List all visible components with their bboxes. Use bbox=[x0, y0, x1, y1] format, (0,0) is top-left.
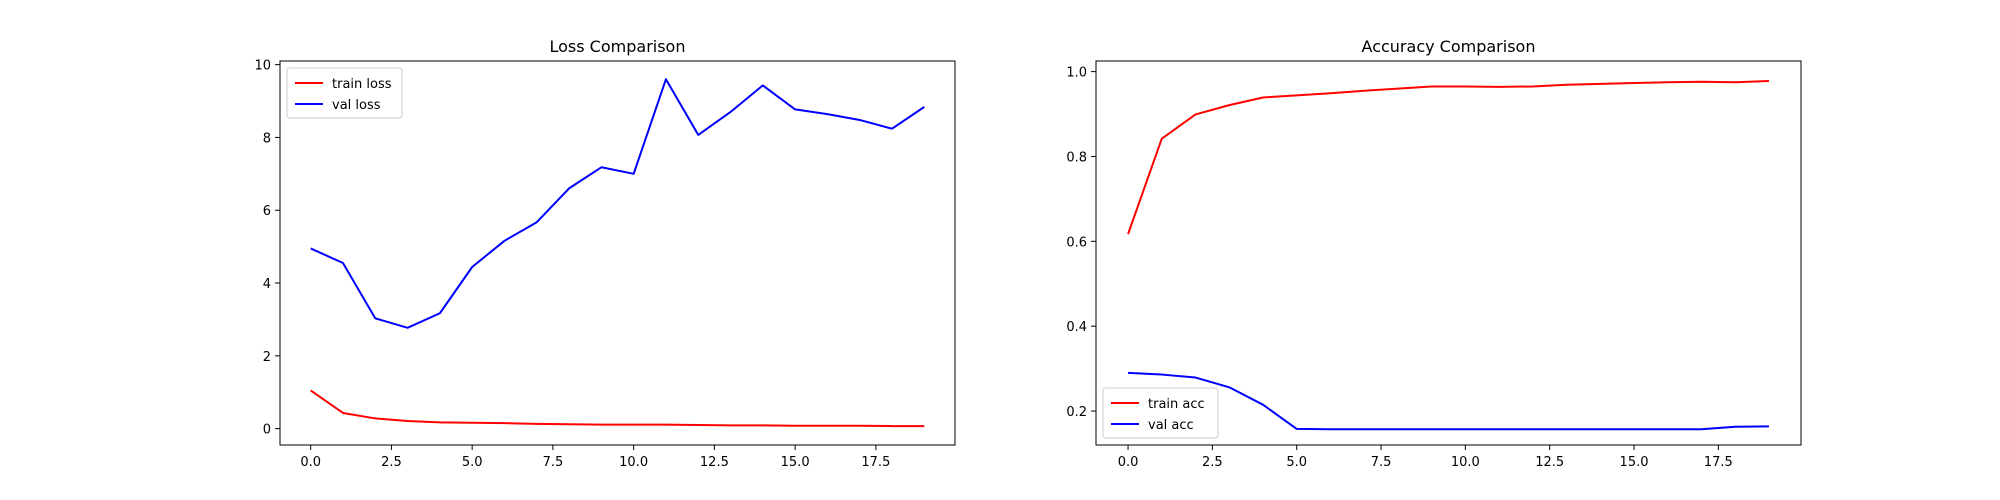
loss-x-tick-label: 7.5 bbox=[543, 455, 564, 470]
loss-y-tick-label: 2 bbox=[263, 350, 271, 365]
loss-x-tick-label: 17.5 bbox=[861, 455, 890, 470]
accuracy-x-tick-label: 15.0 bbox=[1620, 455, 1649, 470]
loss-y-tick-label: 10 bbox=[254, 59, 271, 74]
loss-comparison-chart: Loss Comparison 0.0 2.5 5.0 7.5 10.0 12.5 15.0… bbox=[254, 37, 956, 470]
accuracy-legend-box bbox=[1102, 387, 1219, 439]
accuracy-chart-title: Accuracy Comparison bbox=[1362, 37, 1536, 56]
accuracy-series-line-train-acc bbox=[1127, 79, 1769, 235]
loss-legend-label: train loss bbox=[332, 77, 392, 92]
loss-y-tick-label: 0 bbox=[263, 423, 271, 438]
loss-chart-title: Loss Comparison bbox=[550, 37, 686, 56]
accuracy-y-tick-label: 0.6 bbox=[1066, 235, 1087, 250]
accuracy-x-tick-label: 7.5 bbox=[1371, 455, 1392, 470]
loss-y-tick-label: 4 bbox=[263, 277, 271, 292]
accuracy-legend-label: val acc bbox=[1148, 418, 1194, 433]
accuracy-x-tick-label: 5.0 bbox=[1286, 455, 1307, 470]
loss-series-line-train-loss bbox=[310, 389, 925, 428]
loss-x-tick-label: 15.0 bbox=[781, 455, 810, 470]
accuracy-legend: train acc val acc bbox=[1102, 387, 1219, 439]
accuracy-x-tick-label: 17.5 bbox=[1704, 455, 1733, 470]
loss-x-tick-label: 2.5 bbox=[381, 455, 402, 470]
accuracy-y-tick-label: 0.4 bbox=[1066, 320, 1087, 335]
loss-series-line-val-loss bbox=[310, 78, 925, 329]
accuracy-legend-label: train acc bbox=[1148, 397, 1205, 412]
loss-legend-box bbox=[286, 67, 403, 119]
loss-legend-label: val loss bbox=[332, 98, 381, 113]
accuracy-x-tick-label: 0.0 bbox=[1118, 455, 1139, 470]
loss-x-tick-label: 0.0 bbox=[300, 455, 321, 470]
loss-legend: train loss val loss bbox=[286, 67, 403, 119]
accuracy-x-tick-label: 12.5 bbox=[1535, 455, 1564, 470]
loss-x-tick-label: 12.5 bbox=[700, 455, 729, 470]
accuracy-comparison-chart: Accuracy Comparison 0.0 2.5 5.0 7.5 10.0 12.5… bbox=[1066, 37, 1802, 470]
accuracy-y-tick-label: 1.0 bbox=[1066, 66, 1087, 81]
loss-x-tick-label: 10.0 bbox=[619, 455, 648, 470]
accuracy-axes-frame bbox=[1095, 60, 1802, 446]
loss-x-tick-label: 5.0 bbox=[462, 455, 483, 470]
accuracy-y-tick-label: 0.2 bbox=[1066, 405, 1087, 420]
loss-axes-frame bbox=[279, 60, 956, 446]
loss-y-tick-label: 8 bbox=[263, 131, 271, 146]
accuracy-series-line-val-acc bbox=[1128, 371, 1769, 431]
accuracy-y-tick-label: 0.8 bbox=[1066, 150, 1087, 165]
loss-y-tick-label: 6 bbox=[263, 204, 271, 219]
accuracy-x-tick-label: 10.0 bbox=[1451, 455, 1480, 470]
accuracy-x-tick-label: 2.5 bbox=[1202, 455, 1223, 470]
